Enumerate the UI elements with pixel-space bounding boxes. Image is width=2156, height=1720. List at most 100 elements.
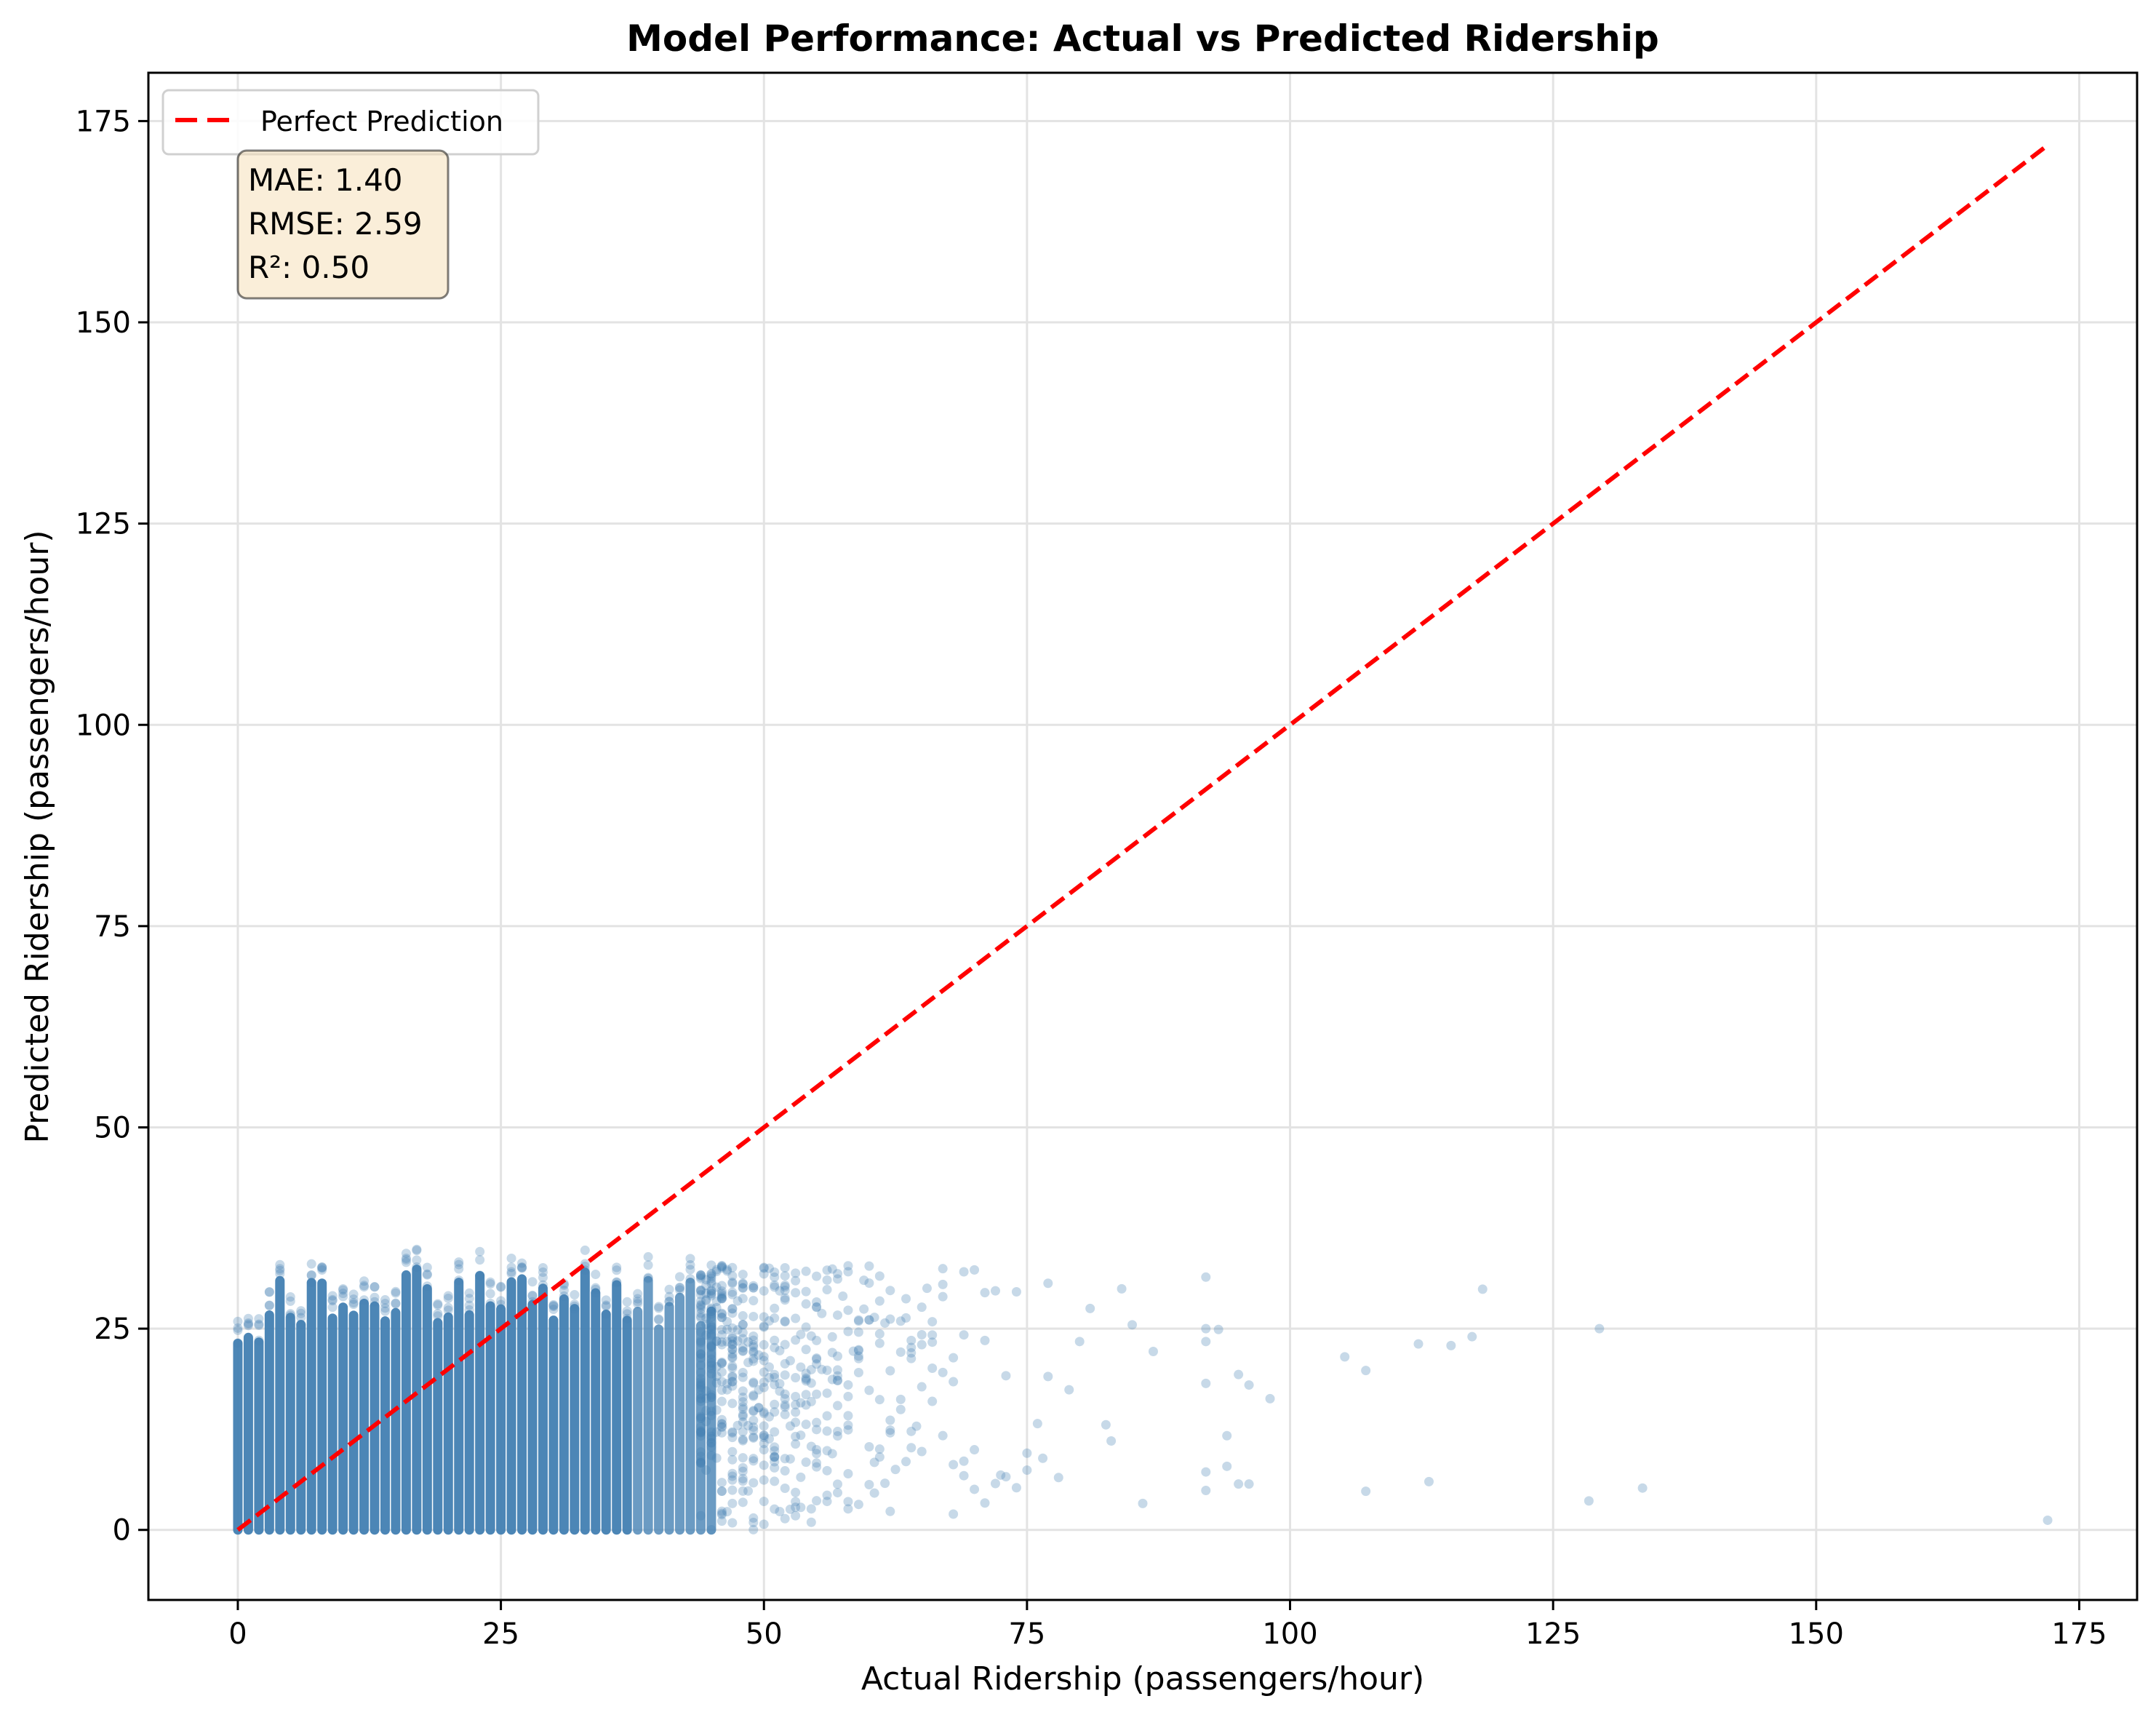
data-point (254, 1335, 264, 1345)
data-point (401, 1254, 411, 1265)
data-point (1043, 1371, 1053, 1382)
data-point (601, 1300, 611, 1310)
x-tick-label: 25 (482, 1617, 519, 1651)
data-point (764, 1362, 774, 1372)
data-point (548, 1301, 559, 1311)
data-point (832, 1375, 842, 1385)
data-point (711, 1302, 722, 1313)
data-point (706, 1406, 716, 1417)
data-point (853, 1345, 863, 1355)
data-point (711, 1427, 722, 1437)
data-point (801, 1376, 811, 1386)
data-point (927, 1396, 938, 1406)
data-point (716, 1330, 727, 1340)
data-point (695, 1396, 706, 1406)
data-point (612, 1278, 622, 1288)
data-point (748, 1378, 759, 1388)
data-point (770, 1457, 780, 1467)
data-point (885, 1425, 895, 1436)
data-point (949, 1509, 959, 1519)
x-tick-label: 125 (1525, 1617, 1581, 1651)
data-point (917, 1382, 927, 1392)
data-point (796, 1502, 806, 1513)
data-point (980, 1335, 990, 1345)
data-point (727, 1287, 738, 1297)
data-point (443, 1302, 453, 1313)
data-point (1477, 1284, 1488, 1294)
data-point (738, 1311, 748, 1321)
x-tick-label: 150 (1789, 1617, 1844, 1651)
data-point (706, 1260, 716, 1270)
data-point (743, 1358, 754, 1368)
data-point (806, 1517, 816, 1527)
data-point (706, 1369, 716, 1379)
data-point (485, 1289, 495, 1299)
data-point (716, 1281, 727, 1291)
data-point (748, 1347, 759, 1358)
data-point (780, 1409, 790, 1420)
data-point (443, 1305, 453, 1315)
data-point (695, 1311, 706, 1321)
data-point (748, 1296, 759, 1306)
data-point (822, 1275, 832, 1285)
data-point (527, 1290, 538, 1300)
data-point (1234, 1479, 1244, 1489)
legend: Perfect Prediction (161, 89, 540, 156)
data-point (422, 1262, 432, 1273)
data-point (770, 1342, 780, 1353)
data-point (770, 1427, 780, 1437)
data-point (370, 1292, 380, 1302)
data-point (759, 1262, 769, 1273)
data-point (801, 1322, 811, 1332)
data-point (759, 1322, 769, 1332)
data-point (716, 1486, 727, 1497)
data-point (738, 1434, 748, 1444)
data-point (722, 1317, 732, 1327)
y-axis-ticks: 0 25 50 75 100 125 150 175 (76, 105, 148, 1548)
data-point (727, 1377, 738, 1387)
data-point (233, 1338, 243, 1348)
data-point (1222, 1430, 1232, 1441)
data-point (864, 1385, 874, 1395)
data-point (727, 1332, 738, 1342)
data-point (759, 1430, 769, 1441)
data-point (727, 1475, 738, 1485)
data-point (706, 1342, 716, 1353)
data-point (738, 1453, 748, 1463)
data-point (716, 1358, 727, 1369)
data-point (738, 1397, 748, 1407)
data-point (759, 1339, 769, 1350)
data-point (801, 1286, 811, 1297)
data-point (716, 1294, 727, 1304)
data-point (706, 1324, 716, 1334)
data-point (748, 1283, 759, 1293)
data-point (716, 1414, 727, 1425)
data-point (780, 1339, 790, 1350)
data-point (306, 1259, 316, 1269)
data-point (633, 1297, 643, 1307)
data-point (1244, 1380, 1254, 1390)
data-point (706, 1427, 716, 1437)
data-point (706, 1392, 716, 1402)
data-point (1584, 1496, 1594, 1506)
data-point (664, 1291, 674, 1302)
data-point (706, 1438, 716, 1448)
data-point (780, 1400, 790, 1410)
data-point (722, 1385, 732, 1395)
data-point (738, 1412, 748, 1422)
data-point (701, 1465, 711, 1476)
data-point (874, 1296, 885, 1306)
data-point (927, 1363, 938, 1374)
data-point (759, 1445, 769, 1455)
data-point (906, 1347, 917, 1358)
data-point (759, 1286, 769, 1296)
data-point (612, 1262, 622, 1273)
data-point (732, 1296, 743, 1306)
data-point (791, 1335, 801, 1345)
data-point (822, 1446, 832, 1456)
data-point (254, 1314, 264, 1324)
data-point (727, 1271, 738, 1281)
data-point (917, 1446, 927, 1457)
data-point (285, 1296, 295, 1306)
data-point (853, 1500, 863, 1510)
